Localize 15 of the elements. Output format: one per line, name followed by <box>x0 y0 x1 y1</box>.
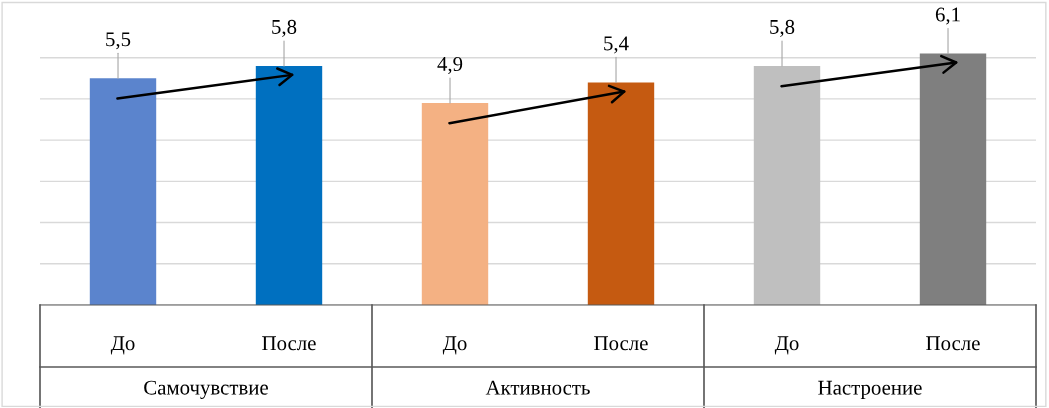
x-tick-label: До <box>110 336 135 355</box>
x-tick-label: До <box>774 336 799 355</box>
text: Активность <box>485 380 590 395</box>
x-tick-label: До <box>442 336 467 355</box>
x-tick-label: После <box>926 336 980 351</box>
text: Настроение <box>818 380 922 399</box>
data-label: 5,8 <box>770 19 795 37</box>
x-tick-label: После <box>594 336 648 351</box>
data-label: 5,8 <box>272 19 297 37</box>
data-label: 5,4 <box>604 36 629 54</box>
data-label: 4,9 <box>437 57 463 75</box>
x-tick-label: После <box>262 336 316 351</box>
data-label: 6,1 <box>935 7 960 25</box>
text: Самочувствие <box>144 380 268 399</box>
data-label: 5,5 <box>106 32 131 50</box>
